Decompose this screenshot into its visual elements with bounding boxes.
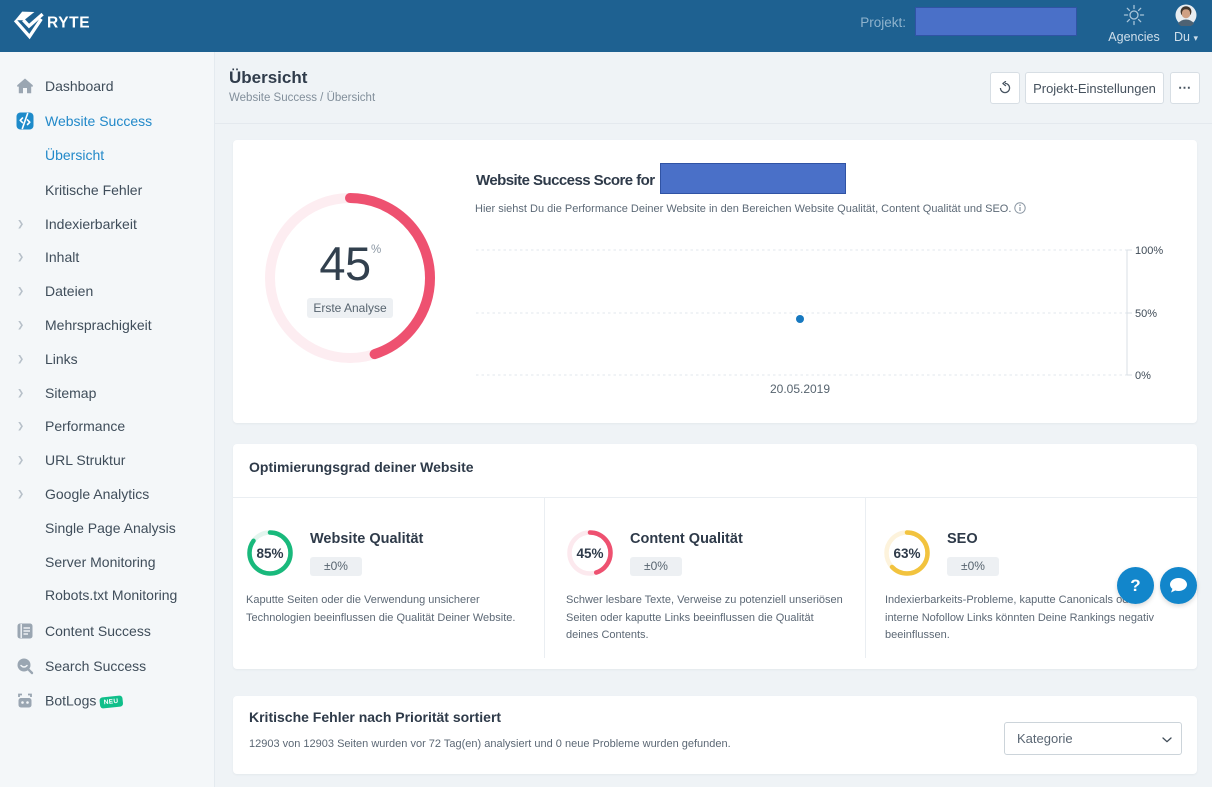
svg-text:RYTE: RYTE	[47, 15, 90, 32]
svg-text:100%: 100%	[1135, 245, 1163, 257]
svg-text:0%: 0%	[1135, 370, 1151, 382]
svg-text:50%: 50%	[1135, 308, 1157, 320]
